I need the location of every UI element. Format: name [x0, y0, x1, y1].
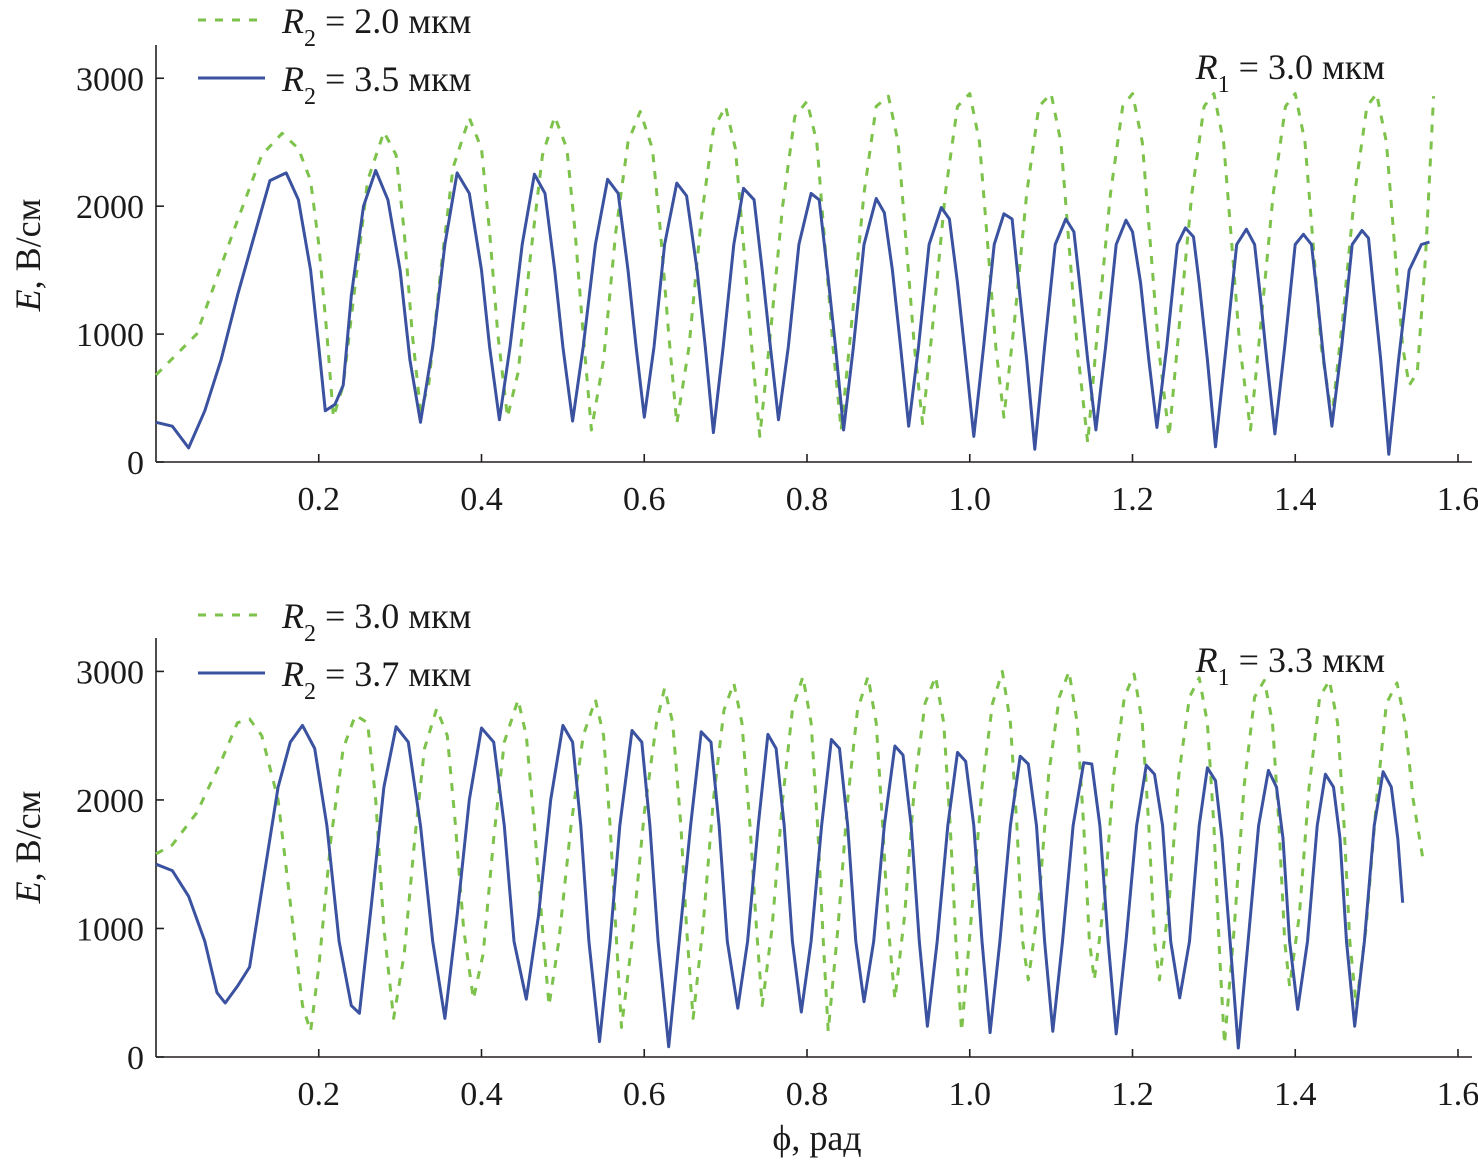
x-tick-label: 1.6 — [1437, 1076, 1478, 1113]
legend-label-2: R2 = 3.7 мкм — [281, 654, 471, 705]
x-tick-label: 0.4 — [460, 1076, 503, 1113]
x-axis-label: ϕ, рад — [772, 1118, 861, 1158]
chart-panel-1: 0 1000 2000 3000 0.2 0.4 0.6 0.8 1.0 1.2 1.4 1.6 E, … — [8, 1, 1478, 518]
y-tick-label: 1000 — [76, 911, 144, 948]
annotation-label: R1 = 3.0 мкм — [1195, 47, 1385, 98]
annotation-label: R1 = 3.3 мкм — [1195, 640, 1385, 691]
x-tick-label: 0.4 — [460, 481, 503, 518]
y-tick-label: 3000 — [76, 61, 144, 98]
series-line-2 — [155, 168, 1430, 456]
y-tick-label: 2000 — [76, 783, 144, 820]
x-tick-label: 0.6 — [623, 481, 666, 518]
x-tick-label: 1.0 — [949, 1076, 992, 1113]
x-tick-label: 1.6 — [1437, 481, 1478, 518]
series-line-2 — [155, 723, 1405, 1050]
y-tick-label: 1000 — [76, 317, 144, 354]
y-tick-label: 3000 — [76, 654, 144, 691]
x-tick-label: 0.8 — [786, 1076, 829, 1113]
legend-label-2: R2 = 3.5 мкм — [281, 59, 471, 110]
x-tick-label: 1.4 — [1274, 481, 1317, 518]
x-tick-label: 0.2 — [298, 1076, 341, 1113]
x-tick-label: 1.2 — [1111, 481, 1154, 518]
x-tick-label: 0.2 — [298, 481, 341, 518]
x-tick-label: 0.6 — [623, 1076, 666, 1113]
y-axis-label: E, В/см — [8, 791, 48, 905]
x-tick-label: 1.4 — [1274, 1076, 1317, 1113]
y-tick-label: 0 — [127, 445, 144, 482]
y-tick-label: 2000 — [76, 189, 144, 226]
legend-label-1: R2 = 2.0 мкм — [281, 1, 471, 52]
legend-label-1: R2 = 3.0 мкм — [281, 596, 471, 647]
y-axis-label: E, В/см — [8, 199, 48, 313]
x-tick-label: 0.8 — [786, 481, 829, 518]
series-line-1 — [154, 92, 1436, 445]
y-tick-label: 0 — [127, 1040, 144, 1077]
chart-panel-2: 0 1000 2000 3000 0.2 0.4 0.6 0.8 1.0 1.2 1.4 1.6 E, … — [8, 596, 1478, 1158]
x-tick-label: 1.2 — [1111, 1076, 1154, 1113]
x-tick-label: 1.0 — [949, 481, 992, 518]
